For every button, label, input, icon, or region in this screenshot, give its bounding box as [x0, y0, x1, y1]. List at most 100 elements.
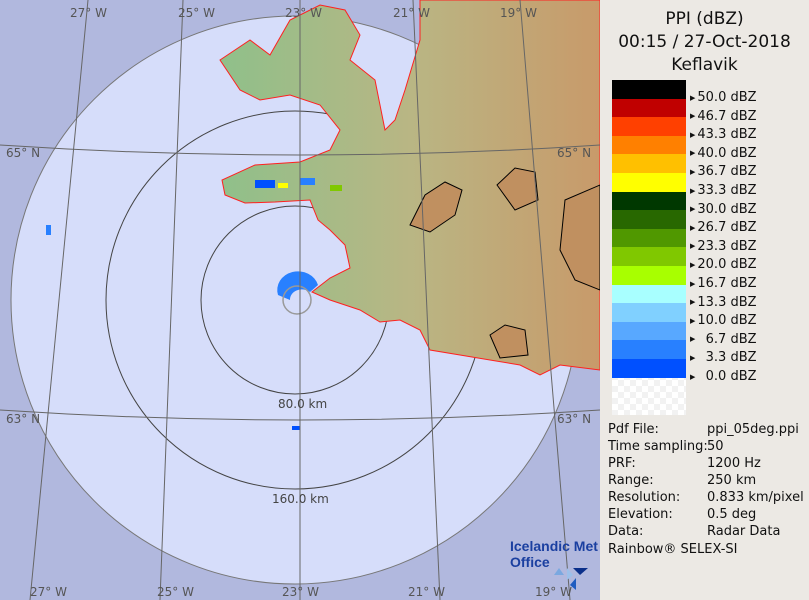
svg-text:Icelandic Met: Icelandic Met	[510, 538, 598, 554]
radar-site-marker	[282, 285, 312, 315]
legend-value: 36.7 dBZ	[697, 164, 757, 180]
legend-value: 23.3 dBZ	[697, 238, 757, 254]
imo-logo: Icelandic Met Office	[510, 538, 598, 590]
legend-panel: PPI (dBZ) 00:15 / 27-Oct-2018 Keflavik ▶…	[600, 0, 809, 600]
credit-text: Rainbow® SELEX-SI	[608, 542, 738, 557]
info-value: 0.833 km/pixel	[707, 490, 804, 505]
legend-swatch	[612, 340, 686, 360]
tick-marker-icon: ▶	[690, 186, 696, 195]
lon-top-label: 25° W	[178, 6, 215, 20]
tick-marker-icon: ▶	[690, 112, 696, 121]
legend-swatch	[612, 321, 686, 341]
legend-value: 30.0 dBZ	[697, 201, 757, 217]
legend-swatch	[612, 247, 686, 267]
glacier-myrdalsjokull	[489, 324, 529, 359]
ring-label-80km: 80.0 km	[278, 397, 327, 411]
legend-value: 13.3 dBZ	[697, 294, 757, 310]
legend-swatch	[612, 303, 686, 323]
legend-swatch-nodata	[612, 378, 686, 415]
legend-label: ▶ 33.3 dBZ	[690, 183, 757, 198]
legend-swatch	[612, 98, 686, 118]
info-key: Range:	[608, 473, 654, 488]
tick-marker-icon: ▶	[690, 205, 696, 214]
legend-swatch	[612, 154, 686, 174]
legend-swatch	[612, 80, 686, 99]
glacier-vatnajokull	[559, 184, 600, 291]
legend-swatch	[612, 117, 686, 137]
lon-top-label: 19° W	[500, 6, 537, 20]
tick-marker-icon: ▶	[690, 353, 696, 362]
product-datetime: 00:15 / 27-Oct-2018	[618, 32, 791, 52]
info-key: Time sampling:	[608, 439, 708, 454]
legend-label: ▶ 30.0 dBZ	[690, 202, 757, 217]
legend-label: ▶ 46.7 dBZ	[690, 109, 757, 124]
tick-marker-icon: ▶	[690, 93, 696, 102]
ring-label-160km: 160.0 km	[272, 492, 329, 506]
radar-site-name: Keflavik	[671, 55, 738, 75]
legend-swatch	[612, 284, 686, 304]
info-key: Elevation:	[608, 507, 673, 522]
info-value: 0.5 deg	[707, 507, 757, 522]
legend-swatch	[612, 210, 686, 230]
legend-value: 26.7 dBZ	[697, 220, 757, 236]
legend-value: 40.0 dBZ	[697, 145, 757, 161]
legend-value: 10.0 dBZ	[697, 313, 757, 329]
product-title: PPI (dBZ)	[665, 9, 744, 29]
legend-value: 0.0 dBZ	[697, 369, 757, 384]
glacier-hofsjokull	[496, 167, 539, 211]
tick-marker-icon: ▶	[690, 260, 696, 269]
legend-label: ▶ 13.3 dBZ	[690, 295, 757, 310]
lon-top-label: 23° W	[285, 6, 322, 20]
lat-right-label: 63° N	[557, 412, 591, 426]
legend-swatch	[612, 228, 686, 248]
tick-marker-icon: ▶	[690, 316, 696, 325]
legend-value: 20.0 dBZ	[697, 257, 757, 273]
legend-label: ▶ 10.0 dBZ	[690, 313, 757, 328]
tick-marker-icon: ▶	[690, 242, 696, 251]
legend-label: ▶ 0.0 dBZ	[690, 369, 757, 384]
legend-swatch	[612, 135, 686, 155]
lon-top-label: 21° W	[393, 6, 430, 20]
radar-map: 80.0 km 160.0 km 27° W 25° W 23° W 21° W…	[0, 0, 600, 600]
tick-marker-icon: ▶	[690, 130, 696, 139]
info-value: ppi_05deg.ppi	[707, 422, 799, 437]
tick-marker-icon: ▶	[690, 335, 696, 344]
legend-value: 6.7 dBZ	[697, 331, 757, 347]
lon-bottom-label: 27° W	[30, 585, 67, 599]
legend-value: 46.7 dBZ	[697, 108, 757, 124]
tick-marker-icon: ▶	[690, 298, 696, 307]
legend-label: ▶ 23.3 dBZ	[690, 239, 757, 254]
legend-swatch	[612, 173, 686, 192]
lon-top-label: 27° W	[70, 6, 107, 20]
tick-marker-icon: ▶	[690, 372, 696, 381]
legend-label: ▶ 50.0 dBZ	[690, 90, 757, 105]
legend-label: ▶ 3.3 dBZ	[690, 350, 757, 365]
info-value: 250 km	[707, 473, 757, 488]
legend-label: ▶ 36.7 dBZ	[690, 164, 757, 179]
legend-label: ▶ 40.0 dBZ	[690, 146, 757, 161]
legend-label: ▶ 43.3 dBZ	[690, 127, 757, 142]
lat-left-label: 65° N	[6, 146, 40, 160]
lat-right-label: 65° N	[557, 146, 591, 160]
info-key: Data:	[608, 524, 644, 539]
graticule	[0, 0, 600, 600]
legend-swatch	[612, 191, 686, 211]
legend-swatch	[612, 266, 686, 285]
legend-label: ▶ 20.0 dBZ	[690, 257, 757, 272]
legend-value: 43.3 dBZ	[697, 127, 757, 143]
lon-bottom-label: 21° W	[408, 585, 445, 599]
legend-value: 33.3 dBZ	[697, 183, 757, 198]
tick-marker-icon: ▶	[690, 167, 696, 176]
info-key: Pdf File:	[608, 422, 659, 437]
info-value: 50	[707, 439, 724, 454]
legend-value: 16.7 dBZ	[697, 276, 757, 291]
lon-bottom-label: 25° W	[157, 585, 194, 599]
lon-bottom-label: 19° W	[535, 585, 572, 599]
legend-label: ▶ 16.7 dBZ	[690, 276, 757, 291]
legend-swatch	[612, 359, 686, 378]
info-key: Resolution:	[608, 490, 681, 505]
lat-left-label: 63° N	[6, 412, 40, 426]
legend-value: 3.3 dBZ	[697, 350, 757, 366]
tick-marker-icon: ▶	[690, 223, 696, 232]
legend-label: ▶ 26.7 dBZ	[690, 220, 757, 235]
